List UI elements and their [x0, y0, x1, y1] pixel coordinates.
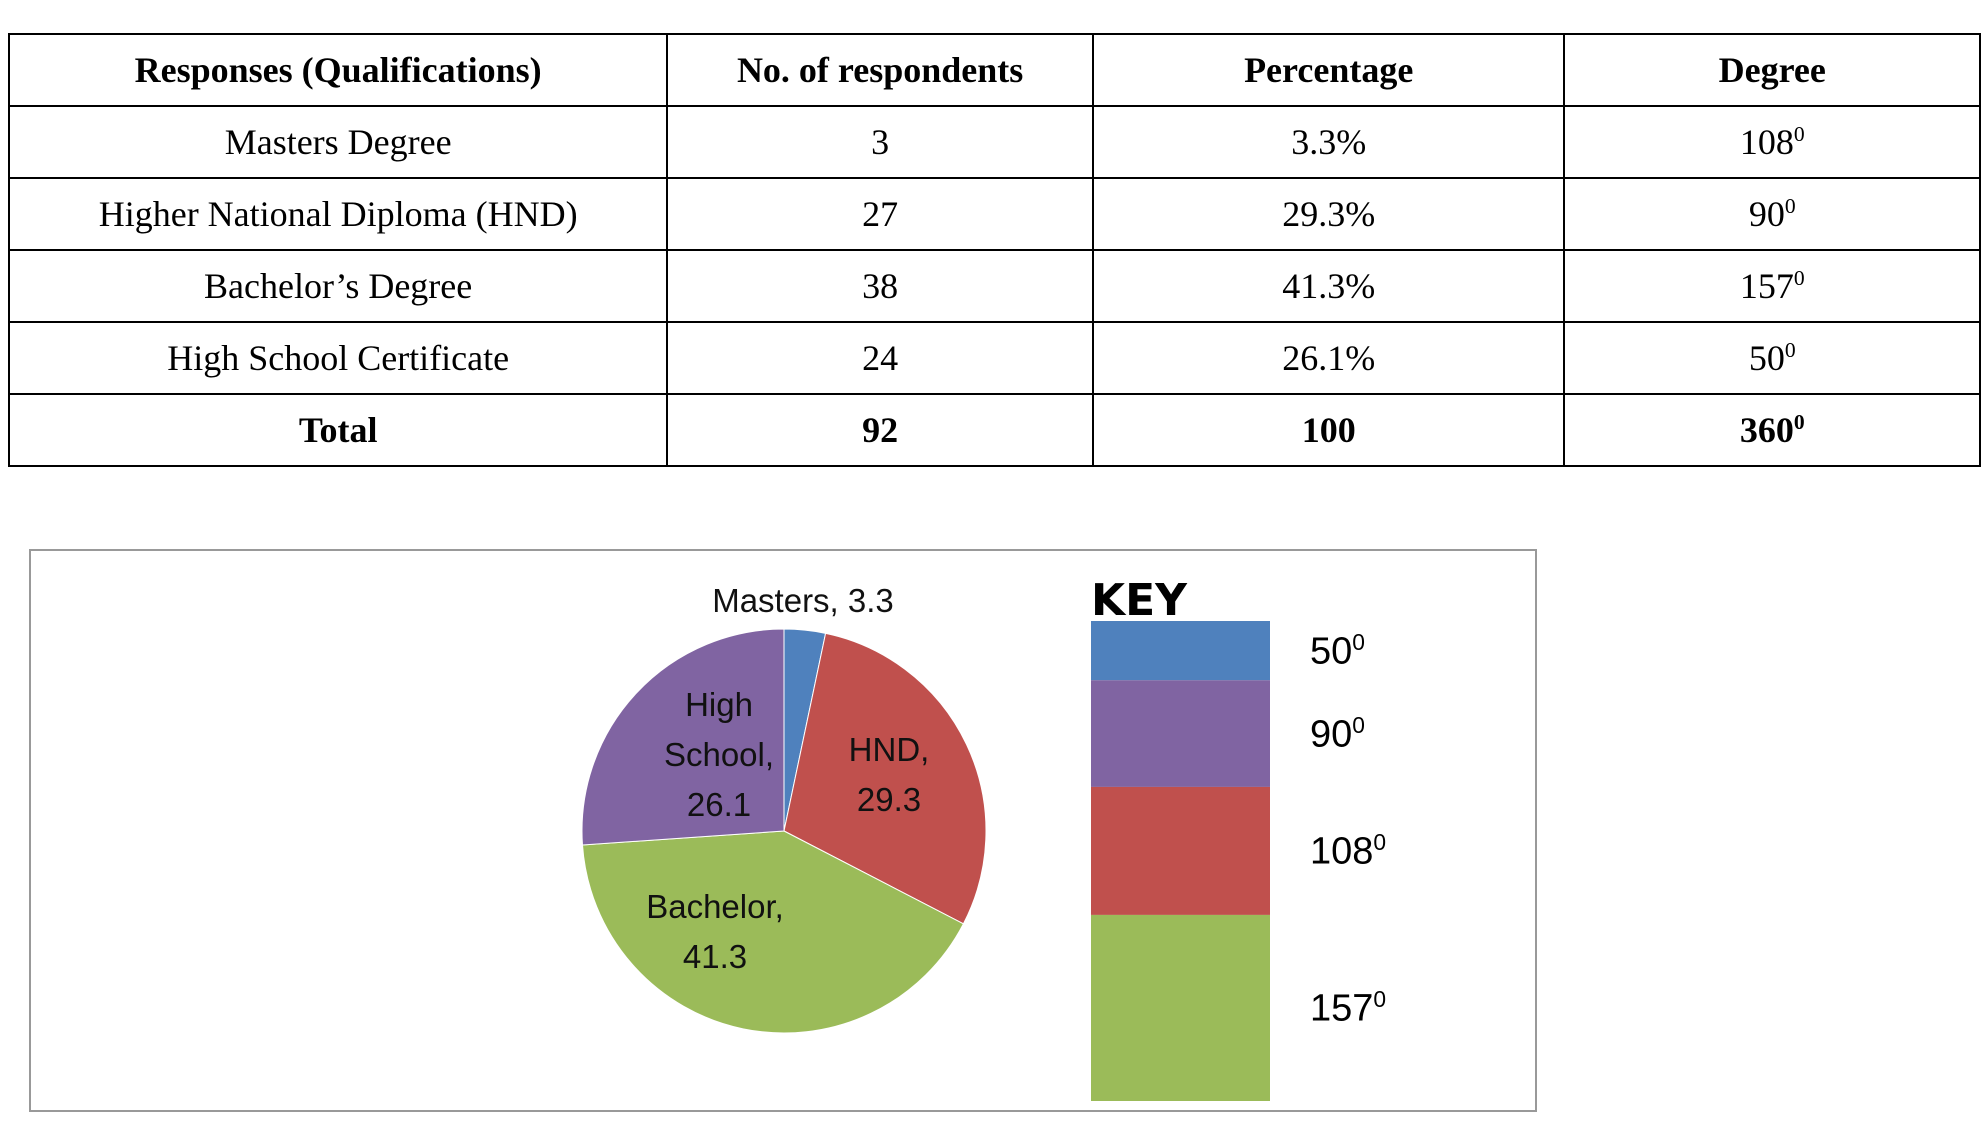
- chart-frame: [29, 549, 1537, 1112]
- table-cell: 900: [1563, 177, 1981, 251]
- table-cell: Bachelor’s Degree: [7, 249, 669, 323]
- qualifications-table: Responses (Qualifications) No. of respond…: [7, 33, 1981, 467]
- table-cell: Total: [7, 393, 669, 467]
- key-value: 90: [1310, 713, 1353, 756]
- cell-text: 90: [1748, 194, 1785, 234]
- cell-superscript: 0: [1793, 410, 1805, 434]
- cell-superscript: 0: [1784, 338, 1796, 362]
- table-cell: 24: [666, 321, 1094, 395]
- table-cell: Degree: [1563, 33, 1981, 107]
- slice-label: Masters, 3.3: [712, 582, 894, 619]
- key-superscript: 0: [1352, 628, 1365, 655]
- cell-text: 108: [1739, 122, 1794, 162]
- cell-superscript: 0: [1784, 194, 1796, 218]
- table-cell: Responses (Qualifications): [7, 33, 669, 107]
- pie-slice: [783, 632, 987, 925]
- slice-label: HND, 29.3: [848, 731, 930, 818]
- header-row: Responses (Qualifications) No. of respond…: [7, 33, 1981, 107]
- table-cell: 1570: [1563, 249, 1981, 323]
- key-value: 157: [1310, 987, 1374, 1030]
- key-superscript: 0: [1352, 711, 1365, 738]
- table-cell: 92: [666, 393, 1094, 467]
- key-label: 1570: [1310, 986, 1386, 1031]
- cell-text: 50: [1748, 338, 1785, 378]
- cell-superscript: 0: [1793, 122, 1805, 146]
- table-cell: 1080: [1563, 105, 1981, 179]
- table-cell: 500: [1563, 321, 1981, 395]
- key-value: 108: [1310, 830, 1374, 873]
- key-swatch: [1091, 786, 1270, 915]
- key-value: 50: [1310, 630, 1353, 673]
- cell-text: 157: [1739, 266, 1794, 306]
- key-swatch: [1091, 621, 1270, 681]
- table-cell: 3: [666, 105, 1094, 179]
- slice-label: Bachelor, 41.3: [646, 888, 784, 975]
- table-cell: 41.3%: [1091, 249, 1566, 323]
- total-row: Total 92 100 3600: [7, 393, 1981, 467]
- key-title: KEY: [1091, 575, 1188, 626]
- cell-text: 360: [1739, 410, 1794, 450]
- key-label: 1080: [1310, 829, 1386, 874]
- cell-superscript: 0: [1793, 266, 1805, 290]
- table-cell: Percentage: [1091, 33, 1566, 107]
- table-row: Bachelor’s Degree 38 41.3% 1570: [7, 249, 1981, 323]
- table-cell: No. of respondents: [666, 33, 1094, 107]
- slice-label: High School, 26.1: [663, 686, 775, 823]
- key-swatch: [1091, 914, 1270, 1101]
- table-row: Higher National Diploma (HND) 27 29.3% 900: [7, 177, 1981, 251]
- table-cell: 29.3%: [1091, 177, 1566, 251]
- table-row: Masters Degree 3 3.3% 1080: [7, 105, 1981, 179]
- table-cell: 27: [666, 177, 1094, 251]
- table-cell: 26.1%: [1091, 321, 1566, 395]
- key-superscript: 0: [1373, 985, 1387, 1012]
- pie-slice: [581, 830, 965, 1034]
- table-cell: 3600: [1563, 393, 1981, 467]
- pie-slice: [581, 628, 785, 846]
- key-label: 900: [1310, 712, 1365, 757]
- table-row: High School Certificate 24 26.1% 500: [7, 321, 1981, 395]
- key-swatch: [1091, 680, 1270, 787]
- key-superscript: 0: [1373, 828, 1387, 855]
- table-cell: Higher National Diploma (HND): [7, 177, 669, 251]
- table-cell: 38: [666, 249, 1094, 323]
- key-label: 500: [1310, 629, 1365, 674]
- table-cell: 3.3%: [1091, 105, 1566, 179]
- table-cell: 100: [1091, 393, 1566, 467]
- table-cell: Masters Degree: [7, 105, 669, 179]
- table-cell: High School Certificate: [7, 321, 669, 395]
